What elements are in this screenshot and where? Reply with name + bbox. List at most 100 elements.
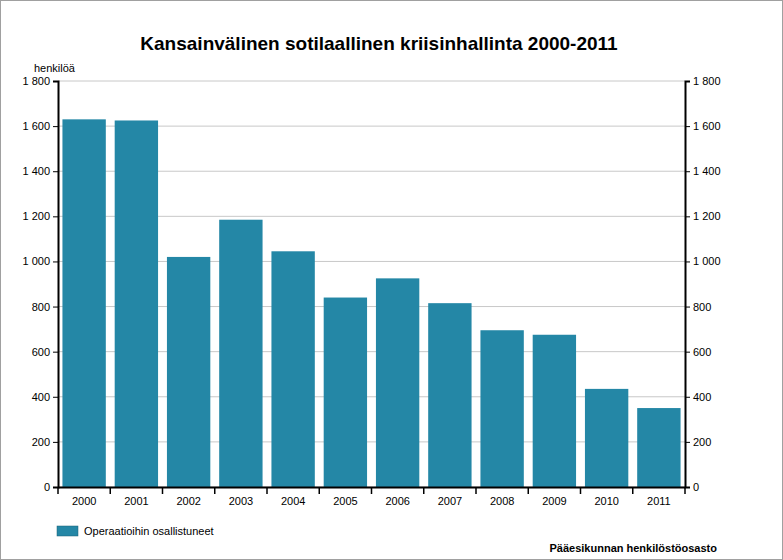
tick-mark [685,216,690,217]
tick: 1 600 [22,120,58,132]
tick-label: 1 000 [693,255,721,267]
bar [428,303,471,487]
bar [271,251,314,487]
y-axis: 0 200 400 600 800 1 000 1 200 1 400 1 600 1 800 [22,75,58,493]
tick-label: 1 800 [693,75,721,87]
axis-line [53,82,59,488]
category-separator [57,487,59,494]
bar [167,257,210,487]
category-separator [684,487,686,494]
tick-mark [53,397,58,398]
bar [324,298,367,487]
plot: 02004006008001 0001 2001 4001 6001 80002… [22,75,720,507]
tick: 2008 [490,495,514,507]
tick-label: 2004 [281,495,305,507]
tick: 2007 [438,495,462,507]
tick-label: 600 [32,346,50,358]
source: Pääesikunnan henkilöstöosasto [550,542,718,554]
tick-label: 2000 [72,495,96,507]
frame [1,1,783,560]
tick: 2001 [124,495,148,507]
tick-mark [53,442,58,443]
tick-label: 2009 [542,495,566,507]
bar [585,389,628,487]
category-separator [319,487,321,494]
grid [58,81,685,487]
tick: 400 [685,391,711,403]
tick: 1 000 [22,255,58,267]
tick-label: 1 200 [22,210,50,222]
bar [533,335,576,487]
tick-label: 800 [693,301,711,313]
bar [637,408,680,487]
tick-label: 1 800 [22,75,50,87]
tick: 200 [685,436,711,448]
tick-mark [53,261,58,262]
chart: 02004006008001 0001 2001 4001 6001 80002… [0,0,783,560]
tick: 2010 [594,495,618,507]
tick: 600 [685,346,711,358]
axis-line [686,82,691,488]
tick-label: 2005 [333,495,357,507]
tick-mark [53,126,58,127]
category-separator [423,487,425,494]
tick: 1 200 [685,210,721,222]
tick: 2009 [542,495,566,507]
tick: 200 [32,436,58,448]
category-separator [214,487,216,494]
tick-label: 1 200 [693,210,721,222]
tick-label: 2006 [385,495,409,507]
category-separator [110,487,112,494]
tick-label: 2008 [490,495,514,507]
tick-mark [685,261,690,262]
tick-mark [53,81,58,82]
y-label: henkilöä [34,62,76,74]
tick-label: 0 [693,481,699,493]
tick: 800 [32,301,58,313]
category-separator [632,487,634,494]
tick-mark [685,352,690,353]
tick-label: 0 [44,481,50,493]
tick-label: 400 [32,391,50,403]
tick-label: 600 [693,346,711,358]
tick-label: 2001 [124,495,148,507]
tick-mark [685,397,690,398]
tick: 2005 [333,495,357,507]
bar [376,278,419,487]
tick-label: 2003 [229,495,253,507]
grid-line [58,81,685,82]
tick-mark [685,126,690,127]
tick-label: 1 600 [22,120,50,132]
tick-label: 2002 [176,495,200,507]
bar [219,220,262,487]
tick-label: 200 [693,436,711,448]
category-separator [371,487,373,494]
tick: 2006 [385,495,409,507]
category-separator [475,487,477,494]
tick-label: 2007 [438,495,462,507]
tick: 1 400 [22,165,58,177]
x-axis: 2000 2001 2002 2003 2004 2005 2006 2007 2008 2009… [58,487,686,507]
tick: 1 800 [22,75,58,87]
tick-label: 2010 [594,495,618,507]
tick: 1 000 [685,255,721,267]
tick-label: 400 [693,391,711,403]
tick: 1 400 [685,165,721,177]
tick-label: 1 400 [22,165,50,177]
legend-swatch [57,526,78,536]
tick-label: 200 [32,436,50,448]
bar [62,119,105,487]
tick-mark [685,171,690,172]
tick-label: 1 400 [693,165,721,177]
tick: 1 200 [22,210,58,222]
tick-mark [685,307,690,308]
bars [62,119,680,487]
tick: 0 [44,481,58,493]
category-separator [528,487,530,494]
legend-label: Operaatioihin osallistuneet [84,525,214,537]
tick-mark [53,307,58,308]
tick: 2003 [229,495,253,507]
title: Kansainvälinen sotilaallinen kriisinhall… [140,33,618,54]
tick: 2011 [647,495,671,507]
tick: 0 [685,481,699,493]
